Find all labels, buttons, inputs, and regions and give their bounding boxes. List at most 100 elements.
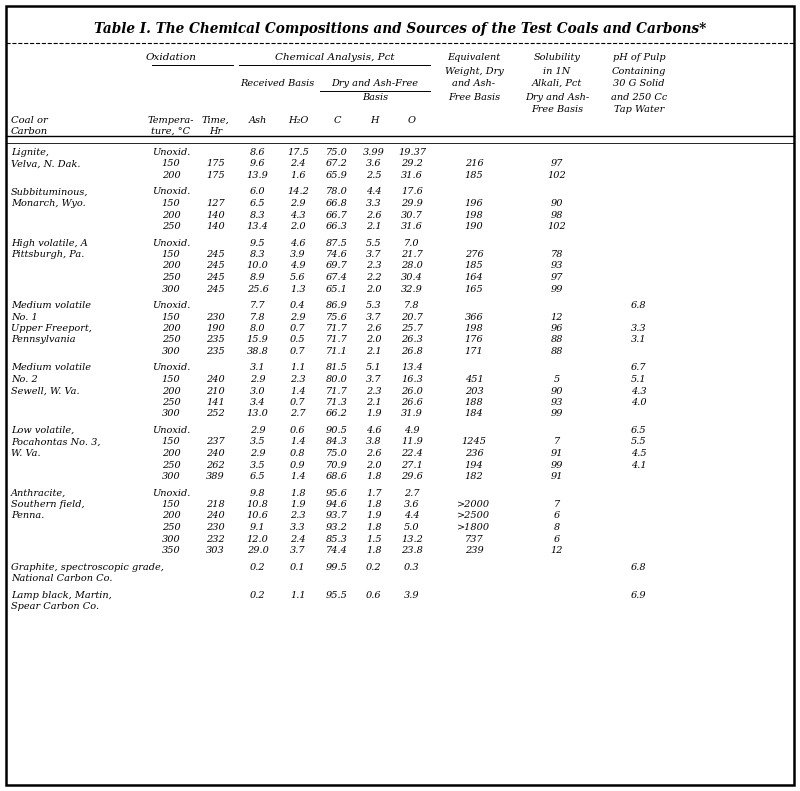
Text: in 1N: in 1N — [543, 67, 570, 76]
Text: Southern field,: Southern field, — [11, 500, 85, 509]
Text: 150: 150 — [162, 375, 180, 384]
Text: 19.37: 19.37 — [398, 148, 426, 157]
Text: 0.6: 0.6 — [366, 591, 382, 600]
Text: 3.8: 3.8 — [366, 437, 382, 446]
Text: 0.1: 0.1 — [290, 562, 306, 572]
Text: Table I. The Chemical Compositions and Sources of the Test Coals and Carbons*: Table I. The Chemical Compositions and S… — [94, 22, 706, 36]
Text: 218: 218 — [206, 500, 225, 509]
Text: 200: 200 — [162, 449, 180, 458]
Text: No. 2: No. 2 — [11, 375, 38, 384]
Text: 4.9: 4.9 — [290, 262, 306, 271]
Text: 150: 150 — [162, 500, 180, 509]
Text: 15.9: 15.9 — [246, 335, 269, 345]
Text: and Ash-: and Ash- — [453, 79, 495, 88]
Text: 7.8: 7.8 — [404, 301, 420, 310]
Text: 300: 300 — [162, 535, 180, 543]
Text: 1.1: 1.1 — [290, 591, 306, 600]
Text: 10.6: 10.6 — [246, 512, 269, 520]
Text: 5.3: 5.3 — [366, 301, 382, 310]
Text: 176: 176 — [465, 335, 483, 345]
Text: 188: 188 — [465, 398, 483, 407]
Text: 94.6: 94.6 — [326, 500, 348, 509]
Text: 25.6: 25.6 — [246, 285, 269, 293]
Text: 31.9: 31.9 — [401, 410, 423, 418]
Text: 6.5: 6.5 — [631, 426, 647, 435]
Text: 2.3: 2.3 — [290, 375, 306, 384]
Text: 95.6: 95.6 — [326, 489, 348, 498]
Text: 2.3: 2.3 — [366, 262, 382, 271]
Text: 97: 97 — [550, 273, 563, 282]
Text: 165: 165 — [465, 285, 483, 293]
Text: 8: 8 — [554, 523, 560, 532]
Text: Pocahontas No. 3,: Pocahontas No. 3, — [11, 437, 101, 446]
Text: 102: 102 — [548, 171, 566, 180]
Text: 90.5: 90.5 — [326, 426, 348, 435]
Text: 210: 210 — [206, 387, 225, 396]
Text: 3.7: 3.7 — [366, 312, 382, 321]
Text: 65.1: 65.1 — [326, 285, 348, 293]
Text: 2.0: 2.0 — [366, 285, 382, 293]
Text: 6: 6 — [554, 535, 560, 543]
Text: Oxidation: Oxidation — [146, 53, 197, 62]
Text: 140: 140 — [206, 210, 225, 219]
Text: 1.4: 1.4 — [290, 437, 306, 446]
Text: 14.2: 14.2 — [287, 187, 309, 196]
Text: Carbon: Carbon — [11, 127, 48, 136]
Text: 5.1: 5.1 — [631, 375, 647, 384]
Text: 98: 98 — [550, 210, 563, 219]
Text: 0.7: 0.7 — [290, 347, 306, 356]
Text: Medium volatile: Medium volatile — [11, 364, 91, 373]
Text: 26.8: 26.8 — [401, 347, 423, 356]
Text: 4.3: 4.3 — [290, 210, 306, 219]
Text: 171: 171 — [465, 347, 483, 356]
Text: Time,: Time, — [202, 116, 230, 125]
Text: Pennsylvania: Pennsylvania — [11, 335, 76, 345]
Text: 4.4: 4.4 — [366, 187, 382, 196]
Text: 216: 216 — [465, 160, 483, 168]
Text: 245: 245 — [206, 285, 225, 293]
Text: 95.5: 95.5 — [326, 591, 348, 600]
Text: 1.4: 1.4 — [290, 472, 306, 481]
Text: 12.0: 12.0 — [246, 535, 269, 543]
Text: 4.3: 4.3 — [631, 387, 647, 396]
Text: 196: 196 — [465, 199, 483, 208]
Text: 239: 239 — [465, 546, 483, 555]
Text: 22.4: 22.4 — [401, 449, 423, 458]
Text: 7.0: 7.0 — [404, 239, 420, 248]
Text: Received Basis: Received Basis — [240, 79, 314, 88]
Text: 29.2: 29.2 — [401, 160, 423, 168]
Text: 26.0: 26.0 — [401, 387, 423, 396]
Text: 235: 235 — [206, 347, 225, 356]
Text: Unoxid.: Unoxid. — [152, 239, 190, 248]
Text: Weight, Dry: Weight, Dry — [445, 67, 503, 76]
Text: 91: 91 — [550, 472, 563, 481]
Text: 81.5: 81.5 — [326, 364, 348, 373]
Text: 0.4: 0.4 — [290, 301, 306, 310]
Text: 2.2: 2.2 — [366, 273, 382, 282]
Text: 90: 90 — [550, 387, 563, 396]
Text: 5.5: 5.5 — [366, 239, 382, 248]
Text: 29.9: 29.9 — [401, 199, 423, 208]
Text: 1.9: 1.9 — [366, 512, 382, 520]
Text: 6.7: 6.7 — [631, 364, 647, 373]
Text: 102: 102 — [548, 222, 566, 231]
Text: Dry and Ash-: Dry and Ash- — [525, 93, 589, 102]
Text: 6.0: 6.0 — [250, 187, 266, 196]
Text: Equivalent: Equivalent — [447, 53, 501, 62]
Text: Unoxid.: Unoxid. — [152, 301, 190, 310]
Text: 13.0: 13.0 — [246, 410, 269, 418]
Text: 0.8: 0.8 — [290, 449, 306, 458]
Text: 0.5: 0.5 — [290, 335, 306, 345]
Text: 99: 99 — [550, 285, 563, 293]
Text: Spear Carbon Co.: Spear Carbon Co. — [11, 602, 99, 611]
Text: 84.3: 84.3 — [326, 437, 348, 446]
Text: Unoxid.: Unoxid. — [152, 426, 190, 435]
Text: 71.1: 71.1 — [326, 347, 348, 356]
Text: 6.8: 6.8 — [631, 562, 647, 572]
Text: 1.8: 1.8 — [366, 523, 382, 532]
Text: Unoxid.: Unoxid. — [152, 489, 190, 498]
Text: 3.1: 3.1 — [631, 335, 647, 345]
Text: 5.5: 5.5 — [631, 437, 647, 446]
Text: 2.5: 2.5 — [366, 171, 382, 180]
Text: >2000: >2000 — [458, 500, 490, 509]
